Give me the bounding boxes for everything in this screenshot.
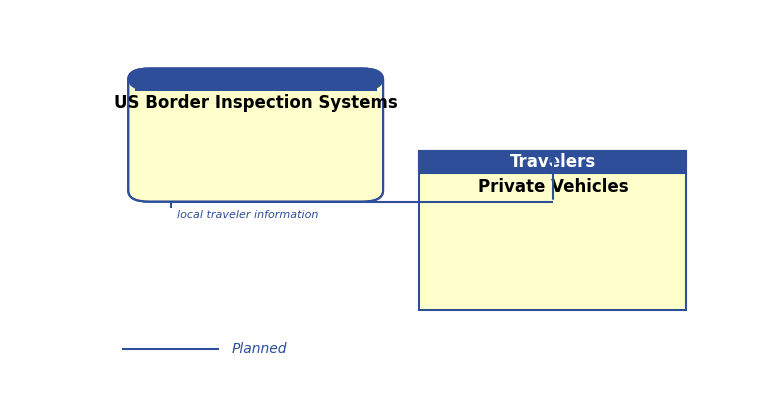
Text: US Border Inspection Systems: US Border Inspection Systems xyxy=(114,94,398,112)
FancyBboxPatch shape xyxy=(128,68,383,91)
FancyBboxPatch shape xyxy=(128,68,383,202)
Bar xyxy=(135,78,377,91)
Text: Travelers: Travelers xyxy=(510,153,596,171)
Text: Planned: Planned xyxy=(232,342,287,356)
Text: local traveler information: local traveler information xyxy=(177,210,318,220)
Text: Private Vehicles: Private Vehicles xyxy=(478,178,628,197)
Bar xyxy=(420,151,687,309)
Bar xyxy=(420,151,687,173)
